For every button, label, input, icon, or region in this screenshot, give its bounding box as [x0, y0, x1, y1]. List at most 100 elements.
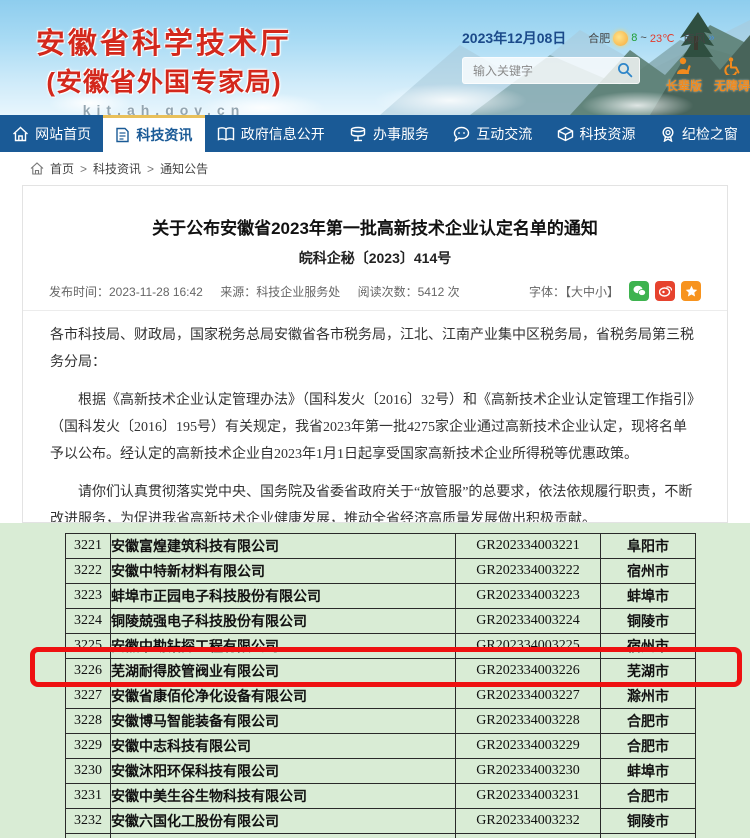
company-cell: 安徽中特新材料有限公司 — [110, 558, 456, 584]
site-identity: 安徽省科学技术厅 (安徽省外国专家局) kjt.ah.gov.cn — [36, 20, 292, 115]
enterprise-table-section: 3221 安徽富煌建筑科技有限公司 GR202334003221 阜阳市 3222 安徽… — [0, 523, 750, 838]
city-cell: 宿州市 — [600, 558, 696, 584]
breadcrumb-sci-tech-news[interactable]: 科技资讯 — [93, 162, 142, 176]
elder-version-label: 长辈版 — [666, 79, 703, 93]
weather-city: 合肥 — [588, 33, 611, 45]
article-title: 关于公布安徽省2023年第一批高新技术企业认定名单的通知 — [152, 219, 598, 238]
weather-more-arrow[interactable]: » — [708, 32, 715, 44]
view-count: 阅读次数：5412 次 — [357, 284, 460, 299]
nav-label: 办事服务 — [372, 125, 429, 142]
city-cell: 芜湖市 — [600, 658, 696, 684]
resource-box-icon — [557, 126, 573, 141]
elder-person-icon — [677, 57, 691, 75]
nav-label: 科技资讯 — [136, 127, 193, 143]
temp-low: 8 — [631, 32, 638, 44]
search-icon[interactable] — [617, 62, 633, 78]
font-size-control[interactable]: 字体：【大中小】 — [528, 284, 619, 299]
company-cell: 安徽中美生谷生物科技有限公司 — [110, 783, 456, 809]
breadcrumb-notices[interactable]: 通知公告 — [160, 162, 209, 176]
cert-number-cell: GR202334003228 — [455, 708, 601, 734]
cert-number-cell: GR202334003226 — [455, 658, 601, 684]
serial-cell: 3222 — [65, 558, 111, 584]
cert-number-cell: GR202334003232 — [455, 808, 601, 834]
breadcrumb: 首页 > 科技资讯 > 通知公告 — [0, 152, 750, 185]
home-icon — [30, 162, 44, 175]
article-body: 各市科技局、财政局，国家税务总局安徽省各市税务局，江北、江南产业集中区税务局，省… — [23, 322, 727, 522]
serial-cell: 3230 — [65, 758, 111, 784]
serial-cell: 3228 — [65, 708, 111, 734]
article-meta-bar: 发布时间：2023-11-28 16:42 来源：科技企业服务处 阅读次数：54… — [23, 281, 727, 311]
city-cell: 铜陵市 — [600, 608, 696, 634]
nav-label: 互动交流 — [476, 125, 533, 142]
open-book-icon — [217, 126, 234, 141]
badge-seal-icon — [662, 126, 674, 142]
temp-high: 23℃ — [649, 32, 675, 45]
weibo-share-icon[interactable] — [655, 281, 675, 301]
breadcrumb-separator: > — [80, 161, 88, 176]
article-meta: 发布时间：2023-11-28 16:42 来源：科技企业服务处 阅读次数：54… — [49, 283, 474, 300]
elder-version-button[interactable]: 长辈版 — [666, 57, 702, 94]
cert-number-cell: GR202334003231 — [455, 783, 601, 809]
cert-number-cell: GR202334003222 — [455, 558, 601, 584]
company-cell: 安徽中勘钻探工程有限公司 — [110, 633, 456, 659]
date-weather-bar: 2023年12月08日 合肥 8 ~ 23℃ 南风 » — [462, 28, 715, 48]
cert-number-cell: GR202334003224 — [455, 608, 601, 634]
accessibility-button[interactable]: 无障碍 — [714, 57, 750, 94]
site-url: kjt.ah.gov.cn — [82, 102, 246, 115]
table-row-highlighted: 3226 芜湖耐得胶管阀业有限公司 GR202334003226 芜湖市 — [65, 658, 696, 684]
nav-item-sci-tech-news[interactable]: 科技资讯 — [103, 115, 205, 152]
weather-widget[interactable]: 合肥 8 ~ 23℃ 南风 » — [588, 30, 715, 46]
nav-item-discipline[interactable]: 纪检之窗 — [648, 115, 750, 152]
temp-separator: ~ — [640, 32, 647, 44]
table-row: 3230 安徽沐阳环保科技有限公司 GR202334003230 蚌埠市 — [65, 758, 696, 784]
nav-label: 科技资源 — [579, 125, 636, 142]
company-cell: 芜湖耐得胶管阀业有限公司 — [110, 658, 456, 684]
paragraph-salutation: 各市科技局、财政局，国家税务总局安徽省各市税务局，江北、江南产业集中区税务局，省… — [50, 328, 694, 370]
site-search — [462, 57, 640, 84]
company-cell: 安徽沐阳环保科技有限公司 — [110, 758, 456, 784]
nav-item-interaction[interactable]: 互动交流 — [441, 115, 544, 152]
table-row: 3232 安徽六国化工股份有限公司 GR202334003232 铜陵市 — [65, 808, 696, 834]
city-cell: 铜陵市 — [600, 808, 696, 834]
city-cell: 蚌埠市 — [600, 758, 696, 784]
cert-number-cell: GR202334003223 — [455, 583, 601, 609]
wechat-share-icon[interactable] — [629, 281, 649, 301]
serial-cell: 3223 — [65, 583, 111, 609]
serial-cell: 3225 — [65, 633, 111, 659]
table-row: 3231 安徽中美生谷生物科技有限公司 GR202334003231 合肥市 — [65, 783, 696, 809]
nav-item-home[interactable]: 网站首页 — [0, 115, 103, 152]
nav-label: 网站首页 — [35, 125, 92, 142]
favorite-star-icon[interactable] — [681, 281, 701, 301]
nav-item-resources[interactable]: 科技资源 — [544, 115, 647, 152]
company-cell: 安徽六国化工股份有限公司 — [110, 808, 456, 834]
search-input[interactable] — [462, 57, 640, 84]
nav-item-services[interactable]: 办事服务 — [337, 115, 441, 152]
city-cell: 合肥市 — [600, 708, 696, 734]
site-title-line2: (安徽省外国专家局) — [46, 67, 282, 97]
nav-item-gov-info[interactable]: 政府信息公开 — [205, 115, 337, 152]
source: 来源：科技企业服务处 — [220, 284, 341, 299]
enterprise-list-table: 3221 安徽富煌建筑科技有限公司 GR202334003221 阜阳市 3222 安徽… — [65, 533, 696, 838]
serial-cell: 3226 — [65, 658, 111, 684]
nav-label: 政府信息公开 — [240, 125, 325, 142]
breadcrumb-home[interactable]: 首页 — [50, 162, 75, 176]
publish-time: 发布时间：2023-11-28 16:42 — [49, 284, 203, 299]
serial-cell: 3221 — [65, 533, 111, 559]
document-icon — [116, 127, 130, 143]
breadcrumb-separator: > — [147, 161, 155, 176]
cert-number-cell: GR202334003229 — [455, 733, 601, 759]
table-row: 3224 铜陵兢强电子科技股份有限公司 GR202334003224 铜陵市 — [65, 608, 696, 634]
city-cell: 合肥市 — [600, 783, 696, 809]
document-number: 皖科企秘〔2023〕414号 — [298, 250, 452, 266]
chat-bubble-icon — [454, 126, 470, 142]
company-cell: 蚌埠市正园电子科技股份有限公司 — [110, 583, 456, 609]
article-container: 关于公布安徽省2023年第一批高新技术企业认定名单的通知 皖科企秘〔2023〕4… — [22, 185, 728, 523]
serial-cell: 3232 — [65, 808, 111, 834]
cert-number-cell: GR202334003230 — [455, 758, 601, 784]
company-cell: 铜陵兢强电子科技股份有限公司 — [110, 608, 456, 634]
service-desk-icon — [350, 126, 366, 141]
weather-wind: 南风 — [683, 33, 706, 45]
serial-cell: 3224 — [65, 608, 111, 634]
home-icon — [13, 126, 29, 141]
city-cell: 蚌埠市 — [600, 583, 696, 609]
